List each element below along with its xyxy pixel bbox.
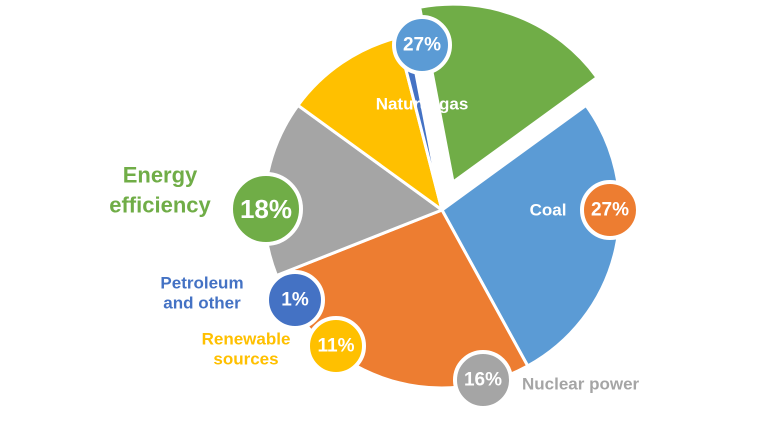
badge-circle	[392, 15, 452, 75]
name-label-coal: Coal	[530, 201, 567, 220]
value-label-energy-efficiency: 18%	[240, 194, 292, 224]
name-label-renewable-sources: Renewable sources	[202, 330, 291, 369]
slice-energy-efficiency	[418, 2, 599, 184]
slice-renewable-sources	[296, 36, 444, 212]
badge-renewable-sources: 11%	[306, 316, 366, 376]
badge-coal: 27%	[580, 180, 640, 240]
badge-nuclear-power: 16%	[453, 350, 513, 410]
value-label-nuclear-power: 16%	[464, 370, 502, 391]
name-label-nuclear-power: Nuclear power	[522, 375, 640, 394]
badge-circle	[265, 270, 325, 330]
badge-natural-gas: 27%	[392, 15, 452, 75]
name-label-petroleum-and-other: Petroleum and other	[160, 274, 243, 313]
badge-circle	[229, 172, 303, 246]
badge-petroleum-and-other: 1%	[265, 270, 325, 330]
value-label-renewable-sources: 11%	[318, 336, 355, 357]
slice-natural-gas	[440, 103, 622, 368]
labels-layer: Natural gas Coal Nuclear power Renewable sou…	[109, 95, 639, 394]
badge-circle	[306, 316, 366, 376]
name-label-energy-efficiency: Energy efficiency	[109, 163, 211, 218]
badge-circle	[453, 350, 513, 410]
badges-layer: 27% 27% 16% 11% 1% 18%	[229, 15, 640, 410]
value-label-petroleum-and-other: 1%	[281, 290, 309, 311]
value-label-coal: 27%	[591, 200, 629, 221]
badge-circle	[580, 180, 640, 240]
name-label-natural-gas: Natural gas	[376, 95, 469, 114]
value-label-natural-gas: 27%	[403, 35, 441, 56]
badge-energy-efficiency: 18%	[229, 172, 303, 246]
